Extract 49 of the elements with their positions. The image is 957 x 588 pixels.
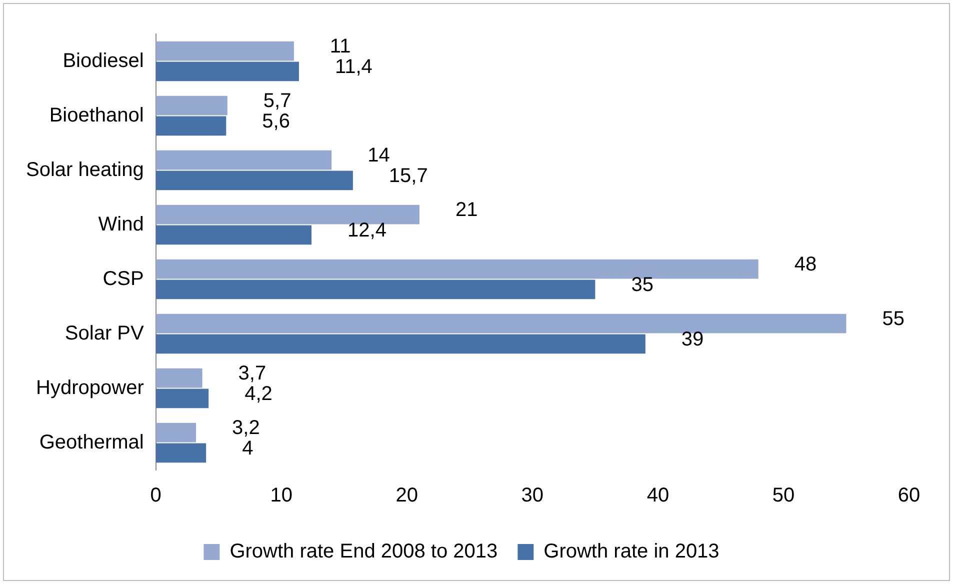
legend-label: Growth rate in 2013 xyxy=(544,540,720,563)
bar xyxy=(156,280,596,300)
x-tick-label: 40 xyxy=(646,484,670,507)
bar xyxy=(156,334,646,354)
y-tick-label: Biodiesel xyxy=(62,50,144,72)
x-tick-label: 0 xyxy=(150,484,162,507)
y-tick-label: Wind xyxy=(98,213,144,236)
data-label: 48 xyxy=(794,254,817,276)
x-tick-label: 60 xyxy=(898,484,920,507)
data-label: 55 xyxy=(882,308,904,330)
data-label: 21 xyxy=(455,199,478,222)
bar xyxy=(156,314,846,334)
bar xyxy=(156,62,299,82)
bar xyxy=(156,225,312,245)
y-tick-label: Solar PV xyxy=(64,322,145,344)
data-label: 11,4 xyxy=(334,56,372,78)
y-tick-label: Geothermal xyxy=(39,431,144,454)
data-label: 39 xyxy=(681,328,704,350)
bar xyxy=(156,422,196,442)
data-label: 15,7 xyxy=(388,164,428,187)
x-tick-label: 20 xyxy=(396,484,418,507)
x-tick-label: 30 xyxy=(521,484,544,507)
data-label: 4,2 xyxy=(244,382,272,405)
bar xyxy=(156,116,226,136)
y-tick-label: CSP xyxy=(102,268,144,290)
data-label: 5,7 xyxy=(263,90,292,112)
bar xyxy=(156,259,758,279)
data-label: 3,7 xyxy=(238,362,266,385)
bar xyxy=(156,170,353,190)
bar xyxy=(156,204,420,224)
bar xyxy=(156,443,206,463)
legend-label: Growth rate End 2008 to 2013 xyxy=(230,540,498,563)
bar xyxy=(156,41,294,61)
bar xyxy=(156,96,228,116)
y-tick-label: Solar heating xyxy=(26,158,144,181)
data-label: 3,2 xyxy=(232,417,260,440)
bar xyxy=(156,388,209,408)
data-label: 4 xyxy=(242,437,254,460)
y-tick-label: Hydropower xyxy=(36,376,144,399)
data-label: 5,6 xyxy=(262,110,290,132)
data-label: 12,4 xyxy=(348,219,386,242)
x-tick-label: 50 xyxy=(772,484,795,507)
data-label: 35 xyxy=(631,274,654,296)
x-tick-label: 10 xyxy=(270,484,293,507)
bar xyxy=(156,368,202,388)
data-label: 11 xyxy=(330,36,351,58)
bar xyxy=(156,150,332,170)
data-label: 14 xyxy=(368,144,390,167)
y-tick-label: Bioethanol xyxy=(49,104,144,126)
